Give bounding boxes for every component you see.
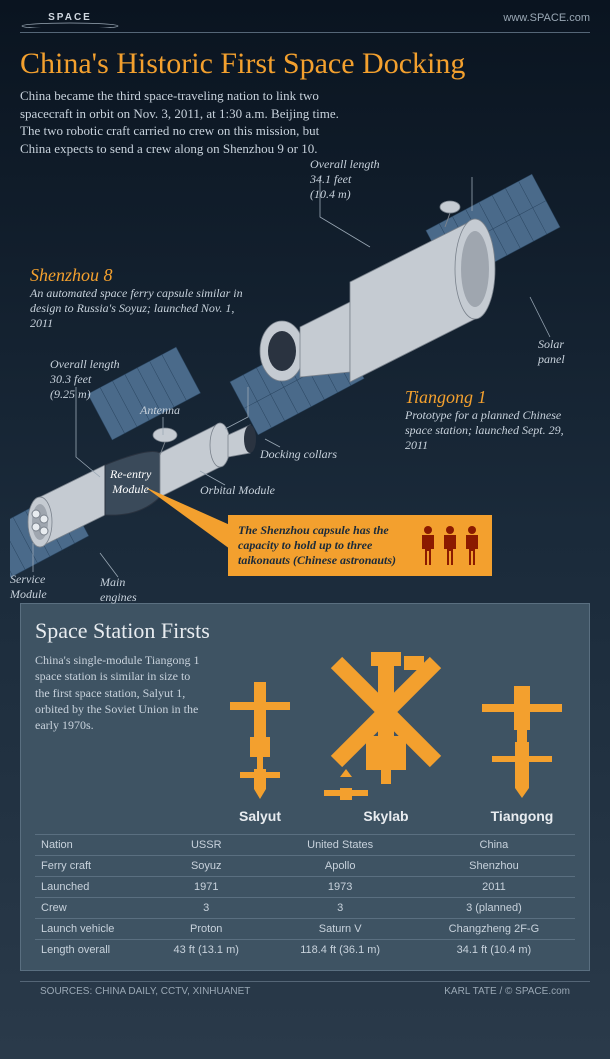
row-cell: 2011: [413, 877, 575, 898]
credit-text: KARL TATE / © SPACE.com: [444, 986, 570, 997]
label-sz-length: Overall length 30.3 feet (9.25 m): [50, 357, 120, 402]
label-solar-panel: Solar panel: [538, 337, 565, 367]
header-rule: [20, 32, 590, 33]
site-url: www.SPACE.com: [503, 12, 590, 24]
label-docking: Docking collars: [260, 447, 337, 462]
row-cell: 1973: [267, 877, 412, 898]
comparison-table: NationUSSRUnited StatesChinaFerry craftS…: [35, 834, 575, 960]
station-skylab: Skylab: [316, 652, 456, 824]
label-engines: Main engines: [100, 575, 137, 605]
table-row: Launch vehicleProtonSaturn VChangzheng 2…: [35, 919, 575, 940]
footer: SOURCES: CHINA DAILY, CCTV, XINHUANET KA…: [20, 981, 590, 1001]
table-row: Crew333 (planned): [35, 898, 575, 919]
shenzhou-block: Shenzhou 8 An automated space ferry caps…: [30, 265, 260, 331]
firsts-panel: Space Station Firsts China's single-modu…: [20, 603, 590, 971]
header: SPACE www.SPACE.com: [0, 0, 610, 30]
row-label: Length overall: [35, 940, 145, 961]
row-cell: Proton: [145, 919, 267, 940]
row-cell: Apollo: [267, 856, 412, 877]
person-icon: [440, 525, 460, 567]
tiangong-icon: [482, 682, 562, 802]
row-cell: Changzheng 2F-G: [413, 919, 575, 940]
row-cell: 34.1 ft (10.4 m): [413, 940, 575, 961]
callout-text: The Shenzhou capsule has the capacity to…: [238, 523, 408, 568]
row-label: Launch vehicle: [35, 919, 145, 940]
station-tiangong: Tiangong: [482, 682, 562, 824]
label-service: Service Module: [10, 572, 47, 602]
row-cell: Soyuz: [145, 856, 267, 877]
main-title: China's Historic First Space Docking: [0, 43, 610, 87]
row-label: Crew: [35, 898, 145, 919]
row-cell: 3: [145, 898, 267, 919]
row-label: Launched: [35, 877, 145, 898]
station-label: Skylab: [363, 808, 408, 824]
row-cell: Shenzhou: [413, 856, 575, 877]
svg-text:SPACE: SPACE: [48, 12, 92, 23]
label-tg-length: Overall length 34.1 feet (10.4 m): [310, 157, 380, 202]
taikonaut-icons: [418, 525, 482, 567]
capacity-callout: The Shenzhou capsule has the capacity to…: [228, 515, 492, 576]
panel-title: Space Station Firsts: [35, 618, 575, 644]
row-cell: 3: [267, 898, 412, 919]
person-icon: [462, 525, 482, 567]
row-label: Ferry craft: [35, 856, 145, 877]
row-label: Nation: [35, 835, 145, 856]
row-cell: 3 (planned): [413, 898, 575, 919]
table-row: NationUSSRUnited StatesChina: [35, 835, 575, 856]
tiangong-name: Tiangong 1: [405, 387, 585, 408]
station-label: Tiangong: [491, 808, 554, 824]
label-orbital: Orbital Module: [200, 483, 275, 498]
table-row: Ferry craftSoyuzApolloShenzhou: [35, 856, 575, 877]
table-row: Length overall43 ft (13.1 m)118.4 ft (36…: [35, 940, 575, 961]
space-logo: SPACE: [20, 8, 120, 28]
row-cell: 118.4 ft (36.1 m): [267, 940, 412, 961]
tiangong-block: Tiangong 1 Prototype for a planned Chine…: [405, 387, 585, 453]
panel-text: China's single-module Tiangong 1 space s…: [35, 652, 205, 824]
lead-paragraph: China became the third space-traveling n…: [0, 87, 360, 157]
label-antenna: Antenna: [140, 403, 180, 418]
row-cell: 43 ft (13.1 m): [145, 940, 267, 961]
row-cell: 1971: [145, 877, 267, 898]
sources-text: SOURCES: CHINA DAILY, CCTV, XINHUANET: [40, 986, 250, 997]
label-reentry: Re-entry Module: [110, 467, 151, 497]
salyut-icon: [230, 682, 290, 802]
row-cell: United States: [267, 835, 412, 856]
shenzhou-name: Shenzhou 8: [30, 265, 260, 286]
station-silhouettes: Salyut Skylab: [217, 652, 575, 824]
row-cell: Saturn V: [267, 919, 412, 940]
station-label: Salyut: [239, 808, 281, 824]
station-salyut: Salyut: [230, 682, 290, 824]
table-row: Launched197119732011: [35, 877, 575, 898]
shenzhou-desc: An automated space ferry capsule similar…: [30, 286, 260, 331]
tiangong-desc: Prototype for a planned Chinese space st…: [405, 408, 585, 453]
person-icon: [418, 525, 438, 567]
row-cell: USSR: [145, 835, 267, 856]
skylab-icon: [316, 652, 456, 802]
row-cell: China: [413, 835, 575, 856]
spacecraft-diagram: Overall length 34.1 feet (10.4 m) Solar …: [10, 157, 600, 597]
